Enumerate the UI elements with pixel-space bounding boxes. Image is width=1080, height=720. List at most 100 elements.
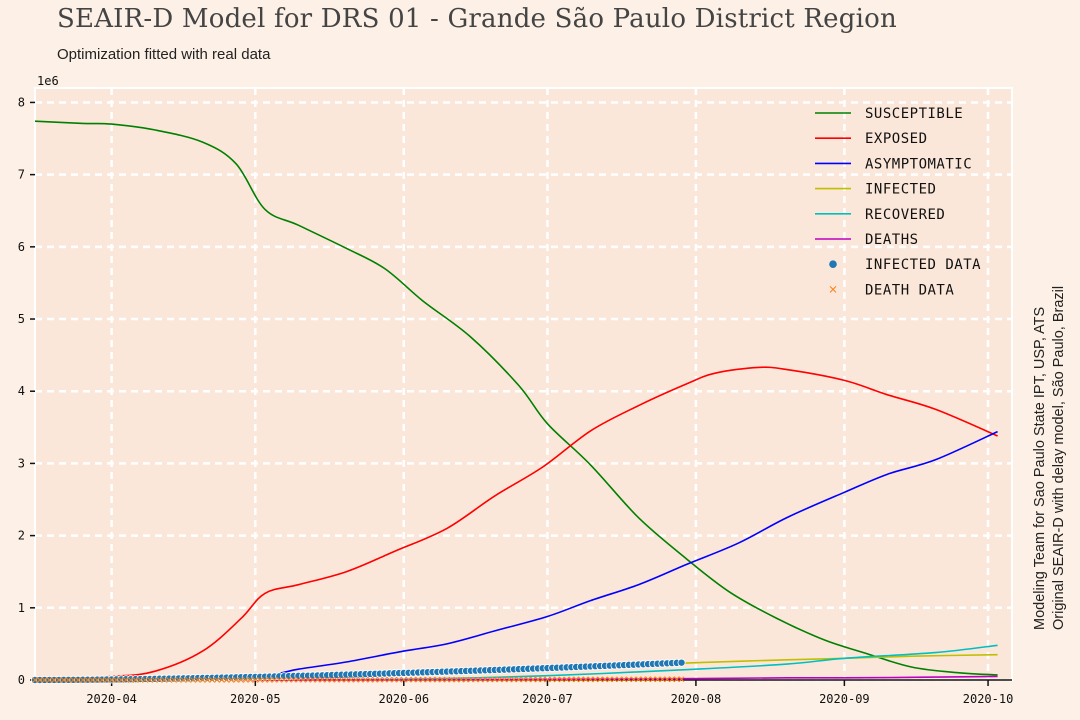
death-data-point xyxy=(362,676,369,683)
death-data-point xyxy=(448,676,455,683)
chart-subtitle: Optimization fitted with real data xyxy=(57,46,271,63)
death-data-point xyxy=(357,676,364,683)
death-data-point xyxy=(568,676,575,683)
death-data-point xyxy=(659,676,666,683)
death-data-point xyxy=(180,677,187,683)
death-data-point xyxy=(530,676,536,683)
death-data-point xyxy=(616,676,623,683)
death-data-point xyxy=(420,676,426,683)
death-data-point xyxy=(645,676,651,683)
death-data-point xyxy=(295,676,302,683)
death-data-point xyxy=(108,677,115,683)
series-death-data xyxy=(32,676,685,683)
y-tick-label: 8 xyxy=(18,95,25,109)
y-tick-label: 2 xyxy=(18,529,25,543)
death-data-point xyxy=(218,677,225,683)
death-data-point xyxy=(94,677,101,683)
y-tick-label: 4 xyxy=(18,384,25,398)
series-line-exposed xyxy=(34,366,998,681)
death-data-point xyxy=(199,677,206,683)
y-tick-label: 6 xyxy=(18,240,25,254)
death-data-point xyxy=(60,677,67,683)
death-data-point xyxy=(539,676,546,683)
death-data-point xyxy=(453,676,460,683)
death-data-point xyxy=(51,677,58,683)
death-data-point xyxy=(314,676,321,683)
infected-data-point xyxy=(677,658,686,667)
x-tick-label: 2020-10 xyxy=(963,692,1014,706)
death-data-point xyxy=(501,676,508,683)
death-data-point xyxy=(434,676,441,683)
death-data-point xyxy=(103,677,110,683)
death-data-point xyxy=(563,676,570,683)
death-data-point xyxy=(132,677,139,683)
death-data-point xyxy=(429,676,436,683)
death-data-point xyxy=(285,676,292,683)
death-data-point xyxy=(640,676,647,683)
y-tick-label: 0 xyxy=(18,673,25,687)
death-data-point xyxy=(319,676,326,683)
death-data-point xyxy=(257,676,263,683)
death-data-point xyxy=(578,676,584,683)
legend-label-susceptible: SUSCEPTIBLE xyxy=(865,106,963,122)
death-data-point xyxy=(84,677,91,683)
death-data-point xyxy=(338,676,345,683)
death-data-point xyxy=(348,676,354,683)
chart-title: SEAIR-D Model for DRS 01 - Grande São Pa… xyxy=(57,4,897,34)
death-data-point xyxy=(491,676,498,683)
legend-label-death-data: DEATH DATA xyxy=(865,282,954,298)
death-data-point xyxy=(630,676,637,683)
legend: SUSCEPTIBLE EXPOSED ASYMPTOMATIC INFECTED RE… xyxy=(815,106,981,298)
death-data-point xyxy=(376,676,383,683)
death-data-point xyxy=(238,677,244,683)
death-data-point xyxy=(305,676,311,683)
death-data-point xyxy=(75,677,81,683)
death-data-point xyxy=(123,677,129,683)
death-data-point xyxy=(472,676,479,683)
death-data-point xyxy=(242,677,249,683)
death-data-point xyxy=(127,677,134,683)
death-data-point xyxy=(46,677,53,683)
death-data-point xyxy=(142,677,149,683)
death-data-point xyxy=(262,676,268,683)
y-tick-label: 1 xyxy=(18,601,25,615)
legend-swatch-infected-data xyxy=(829,260,837,269)
death-data-point xyxy=(204,677,211,683)
death-data-point xyxy=(587,676,594,683)
death-data-point xyxy=(424,676,431,683)
death-data-point xyxy=(329,676,335,683)
death-data-point xyxy=(669,676,675,683)
death-data-point xyxy=(223,677,230,683)
death-data-point xyxy=(381,676,388,683)
death-data-point xyxy=(439,676,445,683)
death-data-point xyxy=(558,676,565,683)
death-data-point xyxy=(56,677,62,683)
death-data-point xyxy=(597,676,603,683)
death-data-point xyxy=(290,676,297,683)
death-data-point xyxy=(410,676,417,683)
death-data-point xyxy=(171,677,177,683)
death-data-point xyxy=(65,677,72,683)
death-data-point xyxy=(372,676,378,683)
death-data-point xyxy=(573,676,580,683)
death-data-point xyxy=(252,677,259,683)
legend-label-infected: INFECTED xyxy=(865,182,936,198)
death-data-point xyxy=(400,676,407,683)
y-tick-label: 3 xyxy=(18,456,25,470)
death-data-point xyxy=(276,676,283,683)
death-data-point xyxy=(367,676,374,683)
death-data-point xyxy=(592,676,599,683)
death-data-point xyxy=(166,677,172,683)
death-data-point xyxy=(525,676,532,683)
grid xyxy=(35,88,1012,682)
death-data-point xyxy=(467,676,474,683)
death-data-point xyxy=(118,677,125,683)
death-data-point xyxy=(626,676,632,683)
legend-label-recovered: RECOVERED xyxy=(865,207,945,223)
death-data-point xyxy=(405,676,412,683)
death-data-point xyxy=(89,677,96,683)
death-data-point xyxy=(353,676,359,683)
death-data-point xyxy=(32,677,38,683)
x-tick-label: 2020-07 xyxy=(522,692,573,706)
